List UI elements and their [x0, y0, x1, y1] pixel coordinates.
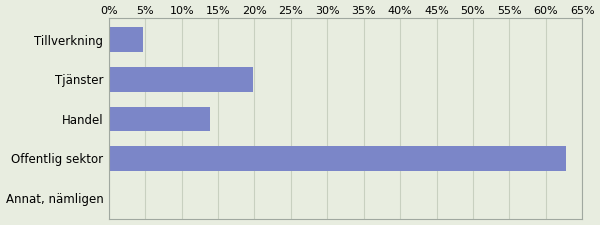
Bar	[109, 107, 211, 131]
Bar	[109, 146, 566, 171]
Bar	[109, 67, 253, 92]
Bar	[109, 27, 143, 52]
